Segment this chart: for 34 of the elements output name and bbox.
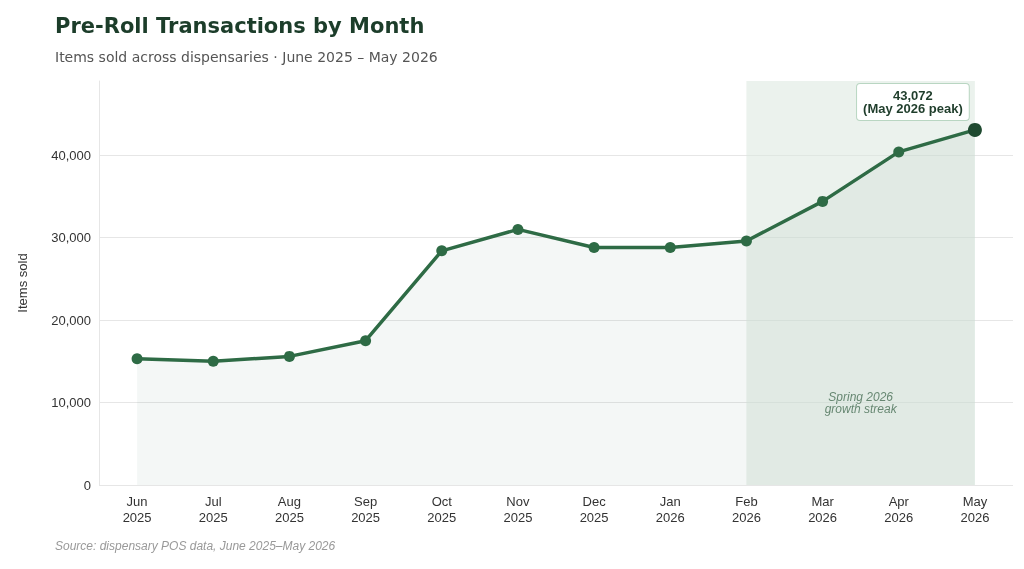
point (512, 223, 524, 235)
point (207, 355, 219, 367)
x-tick-label: May 2026 (960, 493, 990, 525)
x-tick-label: Feb 2026 (731, 493, 761, 525)
x-tick-label: Jan 2026 (655, 493, 685, 525)
x-tick-label: Dec 2025 (579, 493, 609, 525)
band-label: Spring 2026 growth streak (824, 390, 898, 416)
point (131, 353, 143, 365)
x-tick-label: Sep 2025 (351, 493, 381, 525)
point (588, 242, 600, 254)
point (283, 350, 295, 362)
x-tick-label: Jun 2025 (122, 493, 152, 525)
annotation: 43,072 (May 2026 peak) (863, 87, 963, 116)
point (740, 235, 752, 247)
y-tick-label: 20,000 (51, 312, 91, 328)
y-tick-label: 0 (83, 477, 91, 493)
x-tick-label: Apr 2026 (884, 493, 914, 525)
y-tick-label: 30,000 (51, 230, 91, 246)
y-tick-label: 10,000 (51, 395, 91, 411)
x-tick-label: Oct 2025 (427, 493, 457, 525)
point (360, 335, 372, 347)
y-axis-title: Items sold (15, 253, 30, 313)
chart-subtitle: Items sold across dispensaries · June 2025 – May 2026 (55, 49, 438, 65)
chart-title: Pre-Roll Transactions by Month (55, 13, 425, 38)
y-tick-label: 40,000 (51, 147, 91, 163)
source-note: Source: dispensary POS data, June 2025–May 2026 (55, 539, 336, 553)
x-tick-label: Jul 2025 (198, 493, 228, 525)
point (664, 242, 676, 254)
point (436, 245, 448, 257)
point (817, 195, 829, 207)
x-tick-label: Mar 2026 (808, 493, 838, 525)
x-tick-label: Aug 2025 (274, 493, 304, 525)
x-tick-label: Nov 2025 (503, 493, 533, 525)
point (893, 146, 905, 158)
